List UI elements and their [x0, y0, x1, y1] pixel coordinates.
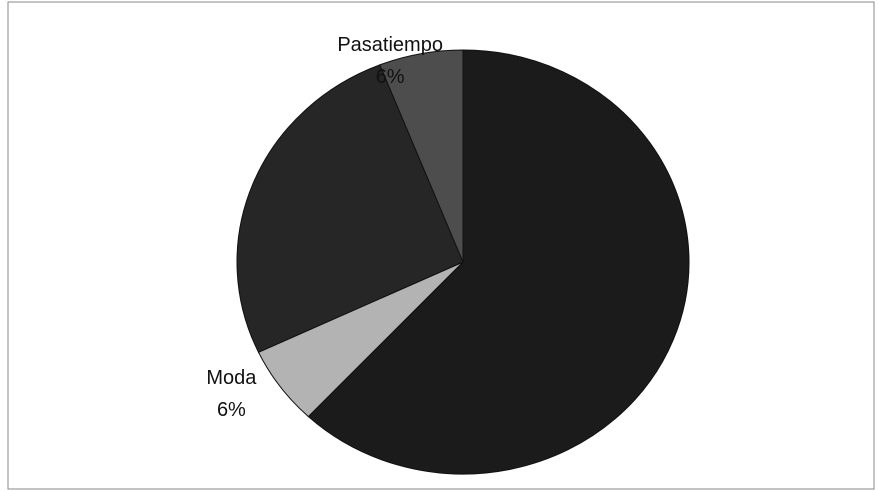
slice-value-label: 6% [376, 66, 405, 88]
slice-label: Moda [206, 367, 257, 389]
slice-value-label: 6% [217, 399, 246, 421]
pie-slice [307, 49, 690, 475]
pie-slice [236, 64, 464, 353]
pie-slice [379, 49, 464, 263]
slice-label: Pasatiempo [337, 34, 443, 56]
